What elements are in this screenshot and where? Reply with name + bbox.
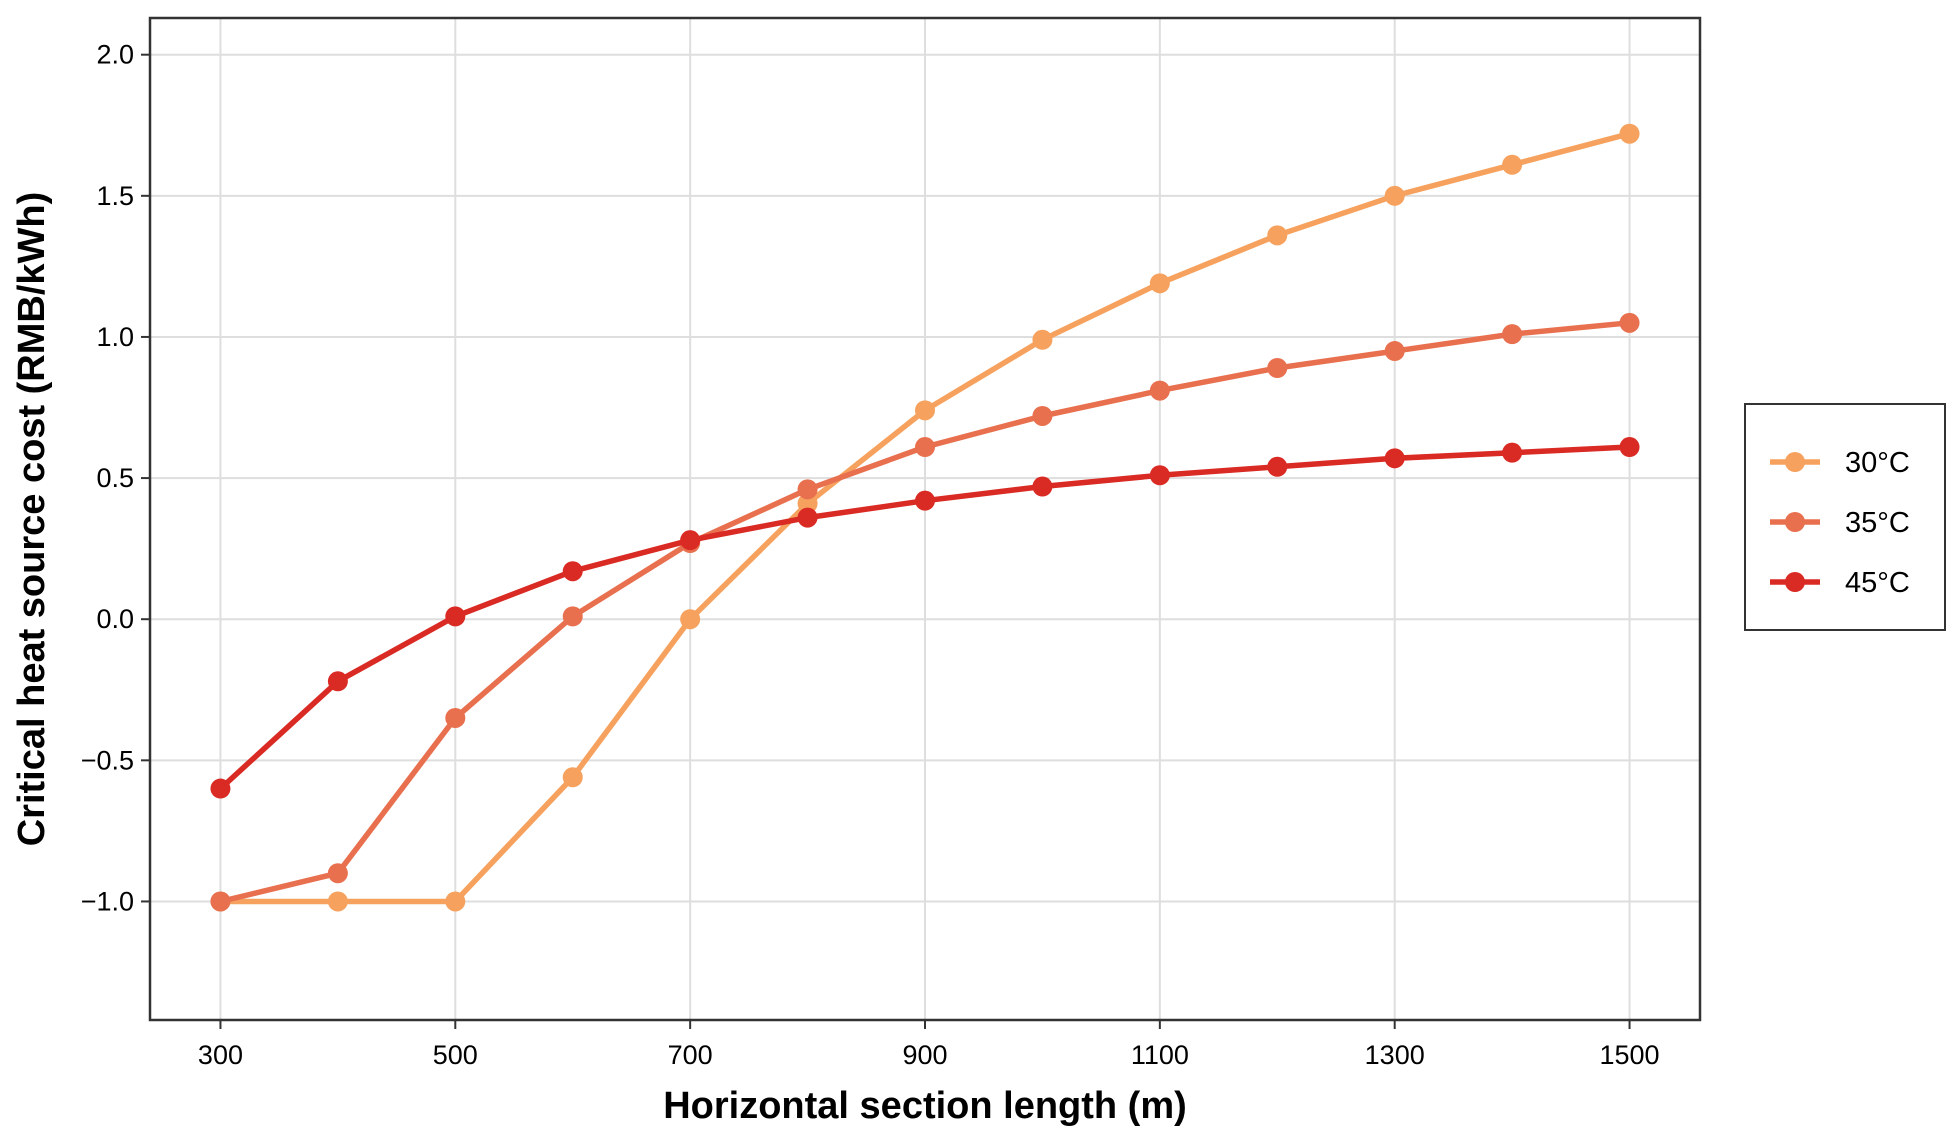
y-tick-label: 1.0 xyxy=(96,322,134,352)
data-point xyxy=(445,606,466,627)
data-point xyxy=(1619,123,1640,144)
data-point xyxy=(680,609,701,630)
data-point xyxy=(210,891,231,912)
y-axis-title: Critical heat source cost (RMB/kWh) xyxy=(11,192,53,847)
data-point xyxy=(797,507,818,528)
series-2 xyxy=(210,437,1640,799)
y-tick-label: 0.5 xyxy=(96,463,134,493)
data-point xyxy=(1149,380,1170,401)
data-point xyxy=(1502,324,1523,345)
data-point xyxy=(797,493,818,514)
x-axis: 300 500 700 900 1100 1300 1500 xyxy=(198,1020,1660,1070)
data-point xyxy=(1502,442,1523,463)
data-point xyxy=(210,778,231,799)
data-point xyxy=(680,530,701,551)
data-point xyxy=(1384,185,1405,206)
legend-box xyxy=(1744,403,1946,631)
data-point xyxy=(562,561,583,582)
data-point xyxy=(915,437,935,458)
y-axis: −1.0 −0.5 0.0 0.5 1.0 1.5 2.0 xyxy=(81,40,150,916)
data-point xyxy=(1619,312,1640,333)
data-point xyxy=(797,479,818,500)
data-point xyxy=(1384,341,1405,362)
series-0 xyxy=(210,123,1640,912)
legend-label: 30°C xyxy=(1845,447,1910,479)
data-point xyxy=(1032,405,1053,426)
legend-item: 45°C xyxy=(1770,567,1910,599)
data-point xyxy=(562,767,583,788)
data-point xyxy=(1032,476,1053,497)
y-tick-label: 0.0 xyxy=(96,604,134,634)
data-point xyxy=(445,707,466,728)
data-point xyxy=(1032,329,1053,350)
x-axis-title: Horizontal section length (m) xyxy=(663,1085,1187,1127)
legend: 30°C 35°C 45°C xyxy=(1744,403,1946,631)
legend-swatch-point xyxy=(1785,452,1805,472)
data-point xyxy=(327,671,348,692)
legend-label: 35°C xyxy=(1845,507,1910,539)
legend-swatch-point xyxy=(1785,512,1805,532)
data-point xyxy=(1267,456,1288,477)
data-point xyxy=(1619,437,1640,458)
x-tick-label: 1500 xyxy=(1600,1040,1660,1070)
data-point xyxy=(327,891,348,912)
data-point xyxy=(1149,465,1170,486)
legend-label: 45°C xyxy=(1845,567,1910,599)
legend-item: 35°C xyxy=(1770,507,1910,539)
data-point xyxy=(327,863,348,884)
x-tick-label: 900 xyxy=(902,1040,947,1070)
grid-lines xyxy=(150,18,1700,1020)
data-point xyxy=(562,606,583,627)
data-point xyxy=(915,400,935,421)
data-point xyxy=(1267,357,1288,378)
y-tick-label: 2.0 xyxy=(96,40,134,70)
series-layer xyxy=(210,123,1640,912)
x-tick-label: 1100 xyxy=(1131,1040,1189,1070)
data-point xyxy=(445,891,466,912)
y-tick-label: 1.5 xyxy=(96,181,134,211)
data-point xyxy=(915,490,935,511)
legend-swatch-point xyxy=(1785,572,1805,592)
data-point xyxy=(1267,225,1288,246)
y-tick-label: −0.5 xyxy=(81,745,134,775)
x-tick-label: 1300 xyxy=(1365,1040,1425,1070)
data-point xyxy=(1149,273,1170,294)
data-point xyxy=(1384,448,1405,469)
data-point xyxy=(1502,154,1523,175)
x-tick-label: 700 xyxy=(668,1040,713,1070)
x-tick-label: 300 xyxy=(198,1040,243,1070)
x-tick-label: 500 xyxy=(433,1040,478,1070)
y-tick-label: −1.0 xyxy=(81,886,134,916)
legend-item: 30°C xyxy=(1770,447,1910,479)
